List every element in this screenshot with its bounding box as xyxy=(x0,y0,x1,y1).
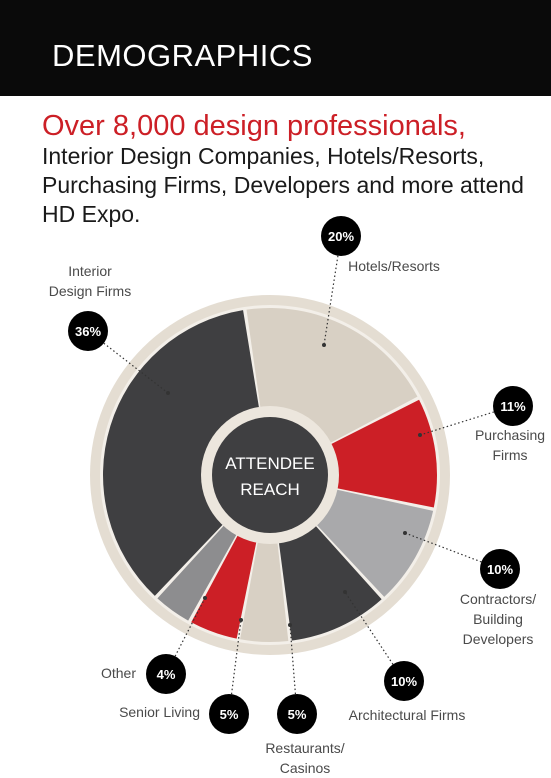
value-badge xyxy=(146,654,186,694)
leader-dot xyxy=(239,618,243,622)
pie-slice xyxy=(191,534,257,639)
value-label: 36% xyxy=(75,324,101,339)
slice-label: Purchasing xyxy=(475,427,545,443)
header-bar: DEMOGRAPHICS xyxy=(0,0,551,96)
leader-dot xyxy=(343,590,347,594)
headline-highlight: Over 8,000 design professionals, xyxy=(42,110,466,142)
slice-label: Restaurants/ xyxy=(265,740,344,756)
value-label: 11% xyxy=(500,399,526,414)
leader-dot xyxy=(418,433,422,437)
slice-label: Interior xyxy=(68,263,112,279)
headline: Over 8,000 design professionals, Interio… xyxy=(42,110,542,229)
pie-slice xyxy=(103,310,260,596)
slice-label: Firms xyxy=(493,447,528,463)
value-badge xyxy=(384,661,424,701)
slice-label: Design Firms xyxy=(49,283,131,299)
slice-label: Architectural Firms xyxy=(349,707,466,723)
slice-label: Casinos xyxy=(280,760,331,776)
value-label: 5% xyxy=(220,707,239,722)
leader-dot xyxy=(322,343,326,347)
value-label: 20% xyxy=(328,229,354,244)
leader-line xyxy=(344,591,405,682)
leader-dot xyxy=(166,391,170,395)
value-badge xyxy=(209,694,249,734)
value-badge xyxy=(493,386,533,426)
slice-label: Hotels/Resorts xyxy=(348,258,440,274)
headline-body: Interior Design Companies, Hotels/Resort… xyxy=(42,143,524,227)
leader-line xyxy=(289,624,298,715)
value-badge xyxy=(277,694,317,734)
value-label: 5% xyxy=(288,707,307,722)
value-badge xyxy=(321,216,361,256)
slice-label: Other xyxy=(101,665,136,681)
slice-label: Senior Living xyxy=(119,704,200,720)
value-badge xyxy=(68,311,108,351)
value-label: 4% xyxy=(157,667,176,682)
pie-slice xyxy=(315,489,434,597)
slice-label: Developers xyxy=(463,631,534,647)
pie-slice xyxy=(240,540,289,642)
value-label: 10% xyxy=(487,562,513,577)
leader-dot xyxy=(403,531,407,535)
hub xyxy=(212,417,328,533)
center-label: ATTENDEE xyxy=(225,454,314,473)
pie-slice xyxy=(329,399,438,508)
slice-label: Contractors/ xyxy=(460,591,536,607)
value-label: 10% xyxy=(391,674,417,689)
slice-label: Building xyxy=(473,611,523,627)
pie-slice xyxy=(157,524,238,621)
pie-slice xyxy=(278,524,382,641)
leader-dot xyxy=(288,623,292,627)
center-label: REACH xyxy=(240,480,300,499)
value-badge xyxy=(480,549,520,589)
page-title: DEMOGRAPHICS xyxy=(52,38,313,73)
leader-dot xyxy=(203,596,207,600)
